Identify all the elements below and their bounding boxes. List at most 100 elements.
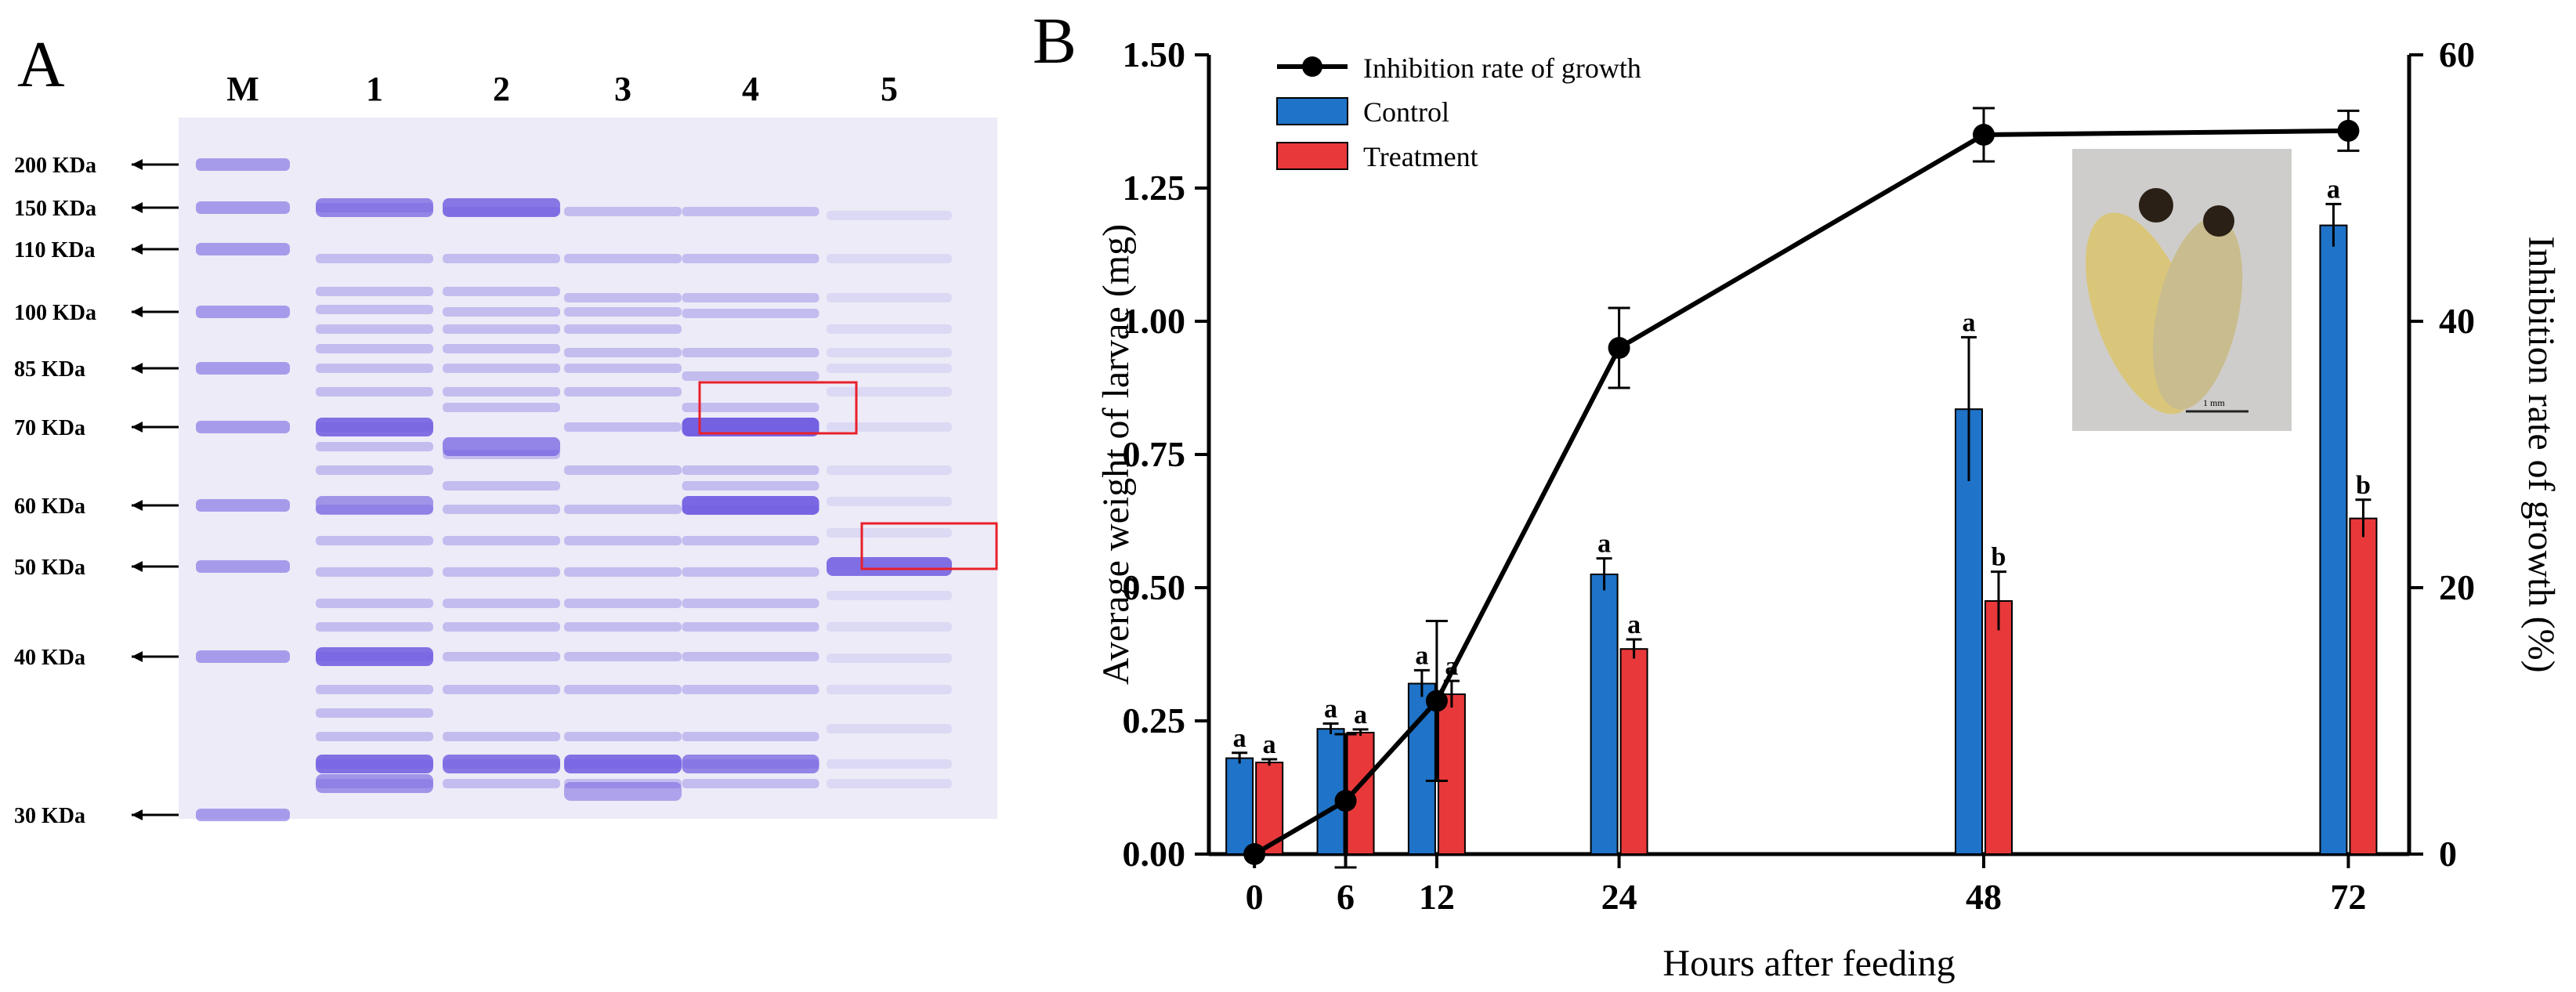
gel-band <box>827 364 952 373</box>
gel-band <box>682 685 819 694</box>
scale-bar-label: 1 mm <box>2203 397 2225 408</box>
gel-band <box>682 465 819 475</box>
x-tick-label: 6 <box>1337 877 1355 917</box>
marker-arrowhead <box>132 809 143 820</box>
gel-band <box>564 254 682 263</box>
y-tick-label: 0.50 <box>1123 567 1186 607</box>
significance-letter: a <box>2327 175 2340 204</box>
gel-band <box>443 287 560 296</box>
x-tick-label: 12 <box>1419 877 1455 917</box>
gel-band <box>682 293 819 302</box>
marker-arrowhead <box>132 500 143 511</box>
highlight-box-lane-4 <box>698 381 858 435</box>
ladder-band <box>196 809 290 821</box>
gel-band-strong <box>316 755 433 773</box>
gel-band <box>682 403 819 412</box>
gel-band <box>827 724 952 733</box>
legend-control-swatch <box>1276 97 1348 125</box>
lane-label: 4 <box>742 70 759 108</box>
marker-label: 85 KDa <box>14 357 85 382</box>
lane-label: 5 <box>881 70 898 108</box>
gel-band <box>827 465 952 475</box>
gel-band <box>443 481 560 491</box>
y-tick-label: 1.25 <box>1123 168 1186 208</box>
gel-band-strong <box>564 755 682 773</box>
gel-band <box>316 254 433 263</box>
y2-tick-label: 20 <box>2439 567 2475 607</box>
bar-control <box>2319 224 2348 856</box>
gel-band <box>564 348 682 357</box>
gel-band <box>443 685 560 694</box>
bar-control <box>1407 682 1436 856</box>
larva-photo-inset: 1 mm <box>2072 149 2292 431</box>
significance-letter: a <box>1415 641 1428 670</box>
ladder-band <box>196 650 290 663</box>
bar-control <box>1316 728 1345 856</box>
gel-band-strong <box>316 647 433 666</box>
marker-label: 30 KDa <box>14 804 85 828</box>
inhibition-point <box>1334 790 1357 812</box>
legend-label: Inhibition rate of growth <box>1363 52 1641 84</box>
gel-band <box>316 708 433 718</box>
gel-band-strong <box>443 437 560 456</box>
gel-band <box>316 442 433 451</box>
bar-control <box>1955 408 1984 855</box>
gel-band <box>316 732 433 741</box>
gel-band <box>682 567 819 577</box>
gel-band-strong <box>316 418 433 436</box>
gel-band <box>564 465 682 475</box>
gel-band <box>682 309 819 318</box>
y2-tick-label: 40 <box>2439 301 2475 341</box>
gel-band <box>564 307 682 317</box>
gel-band <box>682 732 819 741</box>
lane-label: M <box>226 70 259 108</box>
lane-label: 2 <box>493 70 510 108</box>
gel-band <box>443 732 560 741</box>
significance-letter: b <box>1992 543 2006 572</box>
gel-band <box>682 348 819 357</box>
significance-letter: a <box>1233 724 1246 753</box>
ladder-band <box>196 243 290 255</box>
gel-band <box>564 293 682 302</box>
gel-image <box>179 118 997 819</box>
gel-band <box>827 653 952 663</box>
gel-band-strong <box>443 198 560 217</box>
panel-a-label: A <box>17 28 65 101</box>
gel-band <box>827 324 952 334</box>
gel-band <box>827 497 952 506</box>
inhibition-point <box>1608 337 1630 359</box>
highlight-box-lane-5 <box>860 522 998 570</box>
gel-band <box>682 254 819 263</box>
significance-letter: a <box>1597 530 1611 559</box>
ladder-band <box>196 362 290 375</box>
panel-a-gel: A M 1 2 3 4 5 200 KDa 150 KDa 110 KDa 100 KDa 85 … <box>14 28 998 828</box>
larva-head-right <box>2203 205 2234 237</box>
significance-letter: a <box>1263 730 1276 759</box>
gel-band <box>827 759 952 769</box>
gel-band <box>316 685 433 694</box>
ladder-band <box>196 306 290 318</box>
marker-label: 150 KDa <box>14 197 96 221</box>
marker-arrowhead <box>132 422 143 433</box>
gel-band-strong <box>682 496 819 515</box>
x-tick-label: 48 <box>1966 877 2002 917</box>
legend-treatment-swatch <box>1276 142 1348 170</box>
gel-band <box>827 387 952 396</box>
gel-band <box>443 622 560 632</box>
gel-band <box>443 387 560 396</box>
marker-label: 50 KDa <box>14 556 85 580</box>
gel-band <box>827 528 952 538</box>
y2-axis-title: Inhibition rate of growth (%) <box>2520 236 2562 672</box>
ladder-band <box>196 201 290 214</box>
gel-band <box>827 211 952 220</box>
significance-letter: a <box>1354 701 1367 730</box>
gel-band <box>564 599 682 608</box>
bar-control <box>1590 574 1619 855</box>
gel-band <box>682 481 819 491</box>
gel-band <box>316 536 433 545</box>
gel-band <box>564 652 682 661</box>
marker-arrowhead <box>132 363 143 374</box>
gel-band <box>682 652 819 661</box>
gel-band <box>827 348 952 357</box>
bar-control <box>1225 757 1254 855</box>
